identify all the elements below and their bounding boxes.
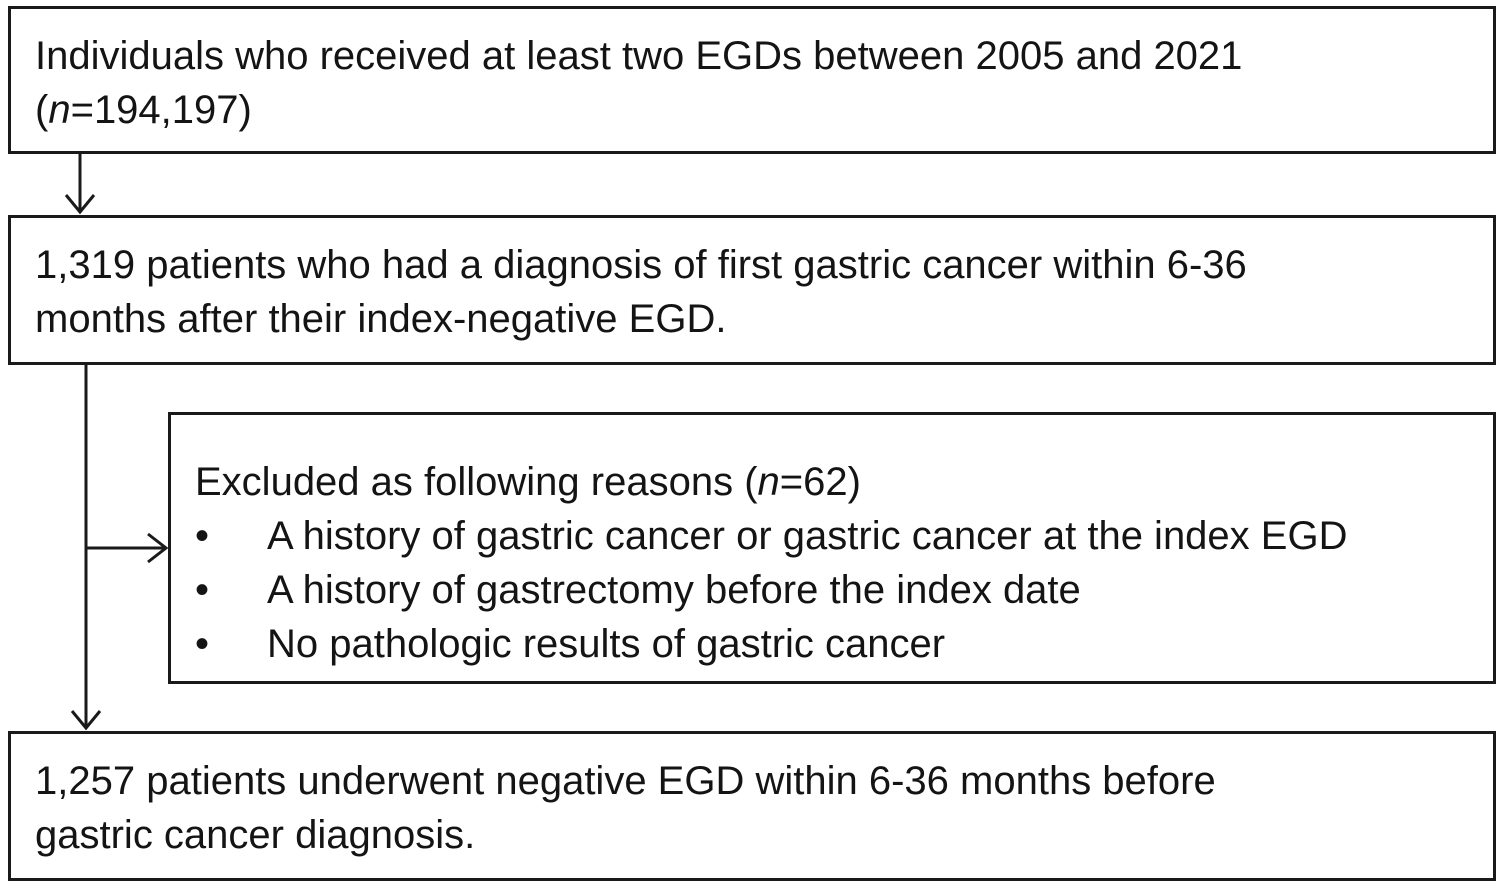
excluded-box: Excluded as following reasons (n=62) • A… <box>168 412 1496 684</box>
arrow-to-excluded-head <box>147 532 169 564</box>
final-cohort-text: 1,257 patients underwent negative EGD wi… <box>35 754 1473 862</box>
initial-cohort-count: (n=194,197) <box>35 83 1473 137</box>
initial-n-value: =194,197) <box>70 88 252 132</box>
exclusion-reason-text: A history of gastrectomy before the inde… <box>267 568 1081 612</box>
initial-cohort-text: Individuals who received at least two EG… <box>35 29 1473 137</box>
bullet-icon: • <box>195 622 210 666</box>
exclusion-reason-item: • No pathologic results of gastric cance… <box>195 617 1473 671</box>
arrow-cancer-to-final-head <box>70 710 102 731</box>
excluded-text: Excluded as following reasons (n=62) • A… <box>195 455 1473 671</box>
gastric-cancer-text: 1,319 patients who had a diagnosis of fi… <box>35 238 1473 346</box>
exclusion-reason-item: • A history of gastrectomy before the in… <box>195 563 1473 617</box>
excluded-header-prefix: Excluded as following reasons ( <box>195 460 758 504</box>
initial-cohort-line1: Individuals who received at least two EG… <box>35 34 1243 78</box>
exclusion-reason-text: No pathologic results of gastric cancer <box>267 622 946 666</box>
final-cohort-box: 1,257 patients underwent negative EGD wi… <box>8 731 1496 881</box>
exclusion-reasons-list: • A history of gastric cancer or gastric… <box>195 509 1473 671</box>
exclusion-reason-item: • A history of gastric cancer or gastric… <box>195 509 1473 563</box>
gastric-cancer-box: 1,319 patients who had a diagnosis of fi… <box>8 215 1496 365</box>
excluded-n-symbol: n <box>757 460 780 504</box>
exclusion-reason-text: A history of gastric cancer or gastric c… <box>267 514 1348 558</box>
excluded-header: Excluded as following reasons (n=62) <box>195 455 1473 509</box>
arrow-initial-to-cancer-head <box>64 194 96 215</box>
initial-n-open-paren: ( <box>35 88 49 132</box>
gastric-cancer-line1: 1,319 patients who had a diagnosis of fi… <box>35 243 1247 287</box>
final-cohort-line2: gastric cancer diagnosis. <box>35 813 476 857</box>
initial-cohort-box: Individuals who received at least two EG… <box>8 6 1496 154</box>
gastric-cancer-line2: months after their index-negative EGD. <box>35 297 727 341</box>
bullet-icon: • <box>195 514 210 558</box>
excluded-header-suffix: =62) <box>779 460 861 504</box>
bullet-icon: • <box>195 568 210 612</box>
initial-n-symbol: n <box>48 88 71 132</box>
final-cohort-line1: 1,257 patients underwent negative EGD wi… <box>35 759 1216 803</box>
